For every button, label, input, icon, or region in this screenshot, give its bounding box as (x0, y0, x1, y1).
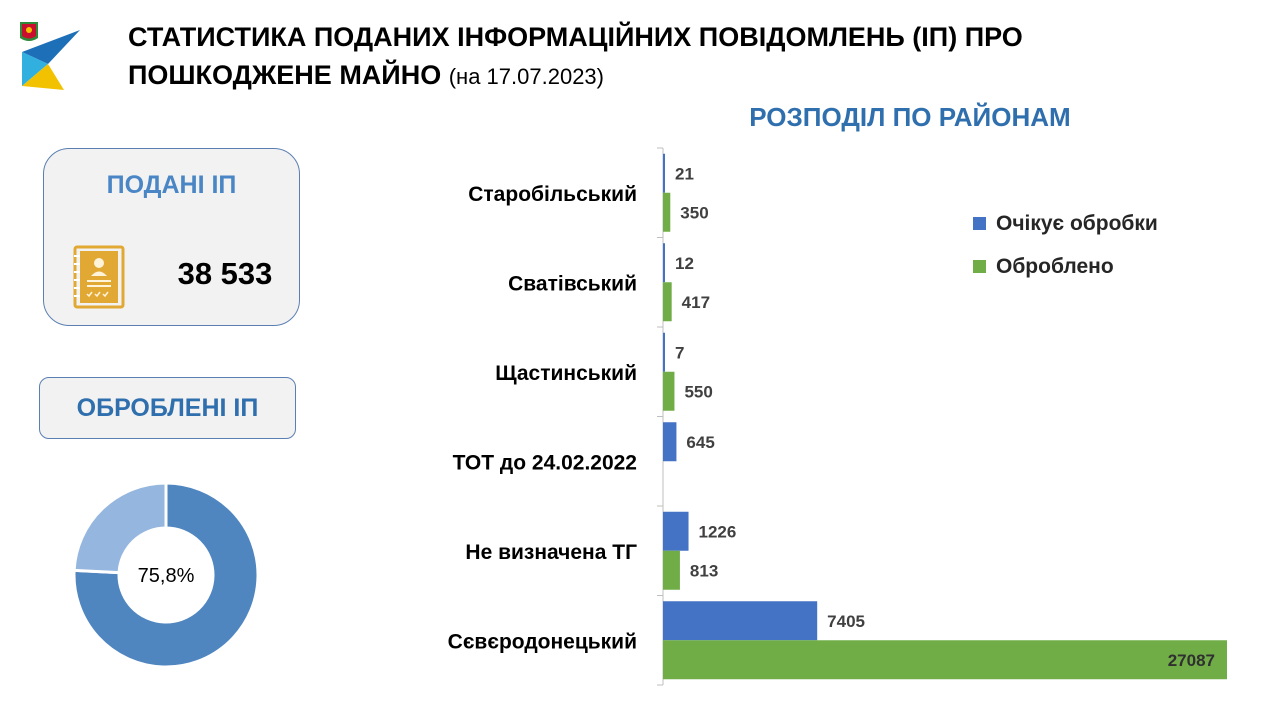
category-label: Старобільський (468, 183, 637, 206)
legend-label-pending: Очікує обробки (996, 211, 1158, 235)
bar-processed (663, 640, 1227, 680)
bar-value-label: 21 (675, 164, 694, 183)
bar-pending (663, 153, 665, 193)
bar-value-label: 417 (682, 293, 710, 312)
oblast-logo-icon (20, 22, 80, 90)
bar-pending (663, 511, 689, 551)
legend-swatch-processed (973, 260, 986, 273)
legend-item-pending: Очікує обробки (973, 202, 1213, 245)
category-label: ТОТ до 24.02.2022 (453, 451, 637, 474)
bar-value-label: 27087 (1168, 651, 1215, 670)
bar-value-label: 7 (675, 343, 684, 362)
donut-slice (72, 481, 168, 575)
bar-pending (663, 601, 818, 641)
bar-value-label: 12 (675, 254, 694, 273)
bar-chart-title: РОЗПОДІЛ ПО РАЙОНАМ (749, 102, 1071, 132)
title-line-1: СТАТИСТИКА ПОДАНИХ ІНФОРМАЦІЙНИХ ПОВІДОМ… (128, 22, 1023, 52)
chart-legend: Очікує обробки Оброблено (973, 202, 1213, 288)
bar-value-label: 1226 (699, 522, 737, 541)
bar-value-label: 645 (686, 433, 714, 452)
legend-item-processed: Оброблено (973, 245, 1213, 288)
category-label: Сватівський (508, 272, 637, 295)
bar-pending (663, 332, 665, 372)
category-label: Сєвєродонецький (448, 630, 637, 653)
submitted-card-title: ПОДАНІ ІП (106, 171, 237, 199)
legend-swatch-pending (973, 217, 986, 230)
bar-value-label: 7405 (827, 612, 865, 631)
bar-value-label: 350 (680, 203, 708, 222)
submitted-card: ПОДАНІ ІП 38 533 (43, 148, 300, 326)
bar-value-label: 813 (690, 561, 718, 580)
bar-value-label: 550 (684, 382, 712, 401)
processed-card-title: ОБРОБЛЕНІ ІП (76, 394, 259, 422)
category-label: Не визначена ТГ (465, 541, 637, 564)
title-line-2: ПОШКОДЖЕНЕ МАЙНО (128, 60, 442, 90)
processed-card: ОБРОБЛЕНІ ІП (39, 377, 296, 439)
legend-label-processed: Оброблено (996, 254, 1114, 278)
report-date: (на 17.07.2023) (448, 64, 604, 89)
bar-processed (663, 371, 675, 411)
donut-slice (72, 481, 260, 669)
bar-pending (663, 422, 677, 462)
bar-processed (663, 550, 680, 590)
donut-center-label: 75,8% (138, 565, 195, 587)
category-label: Щастинський (495, 362, 637, 385)
document-profile-icon (73, 245, 125, 309)
bar-pending (663, 243, 665, 283)
submitted-count: 38 533 (177, 256, 273, 291)
bar-processed (663, 192, 671, 232)
processed-donut-chart: 75,8% (72, 481, 260, 669)
page-title: СТАТИСТИКА ПОДАНИХ ІНФОРМАЦІЙНИХ ПОВІДОМ… (128, 18, 1228, 96)
bar-processed (663, 282, 672, 322)
